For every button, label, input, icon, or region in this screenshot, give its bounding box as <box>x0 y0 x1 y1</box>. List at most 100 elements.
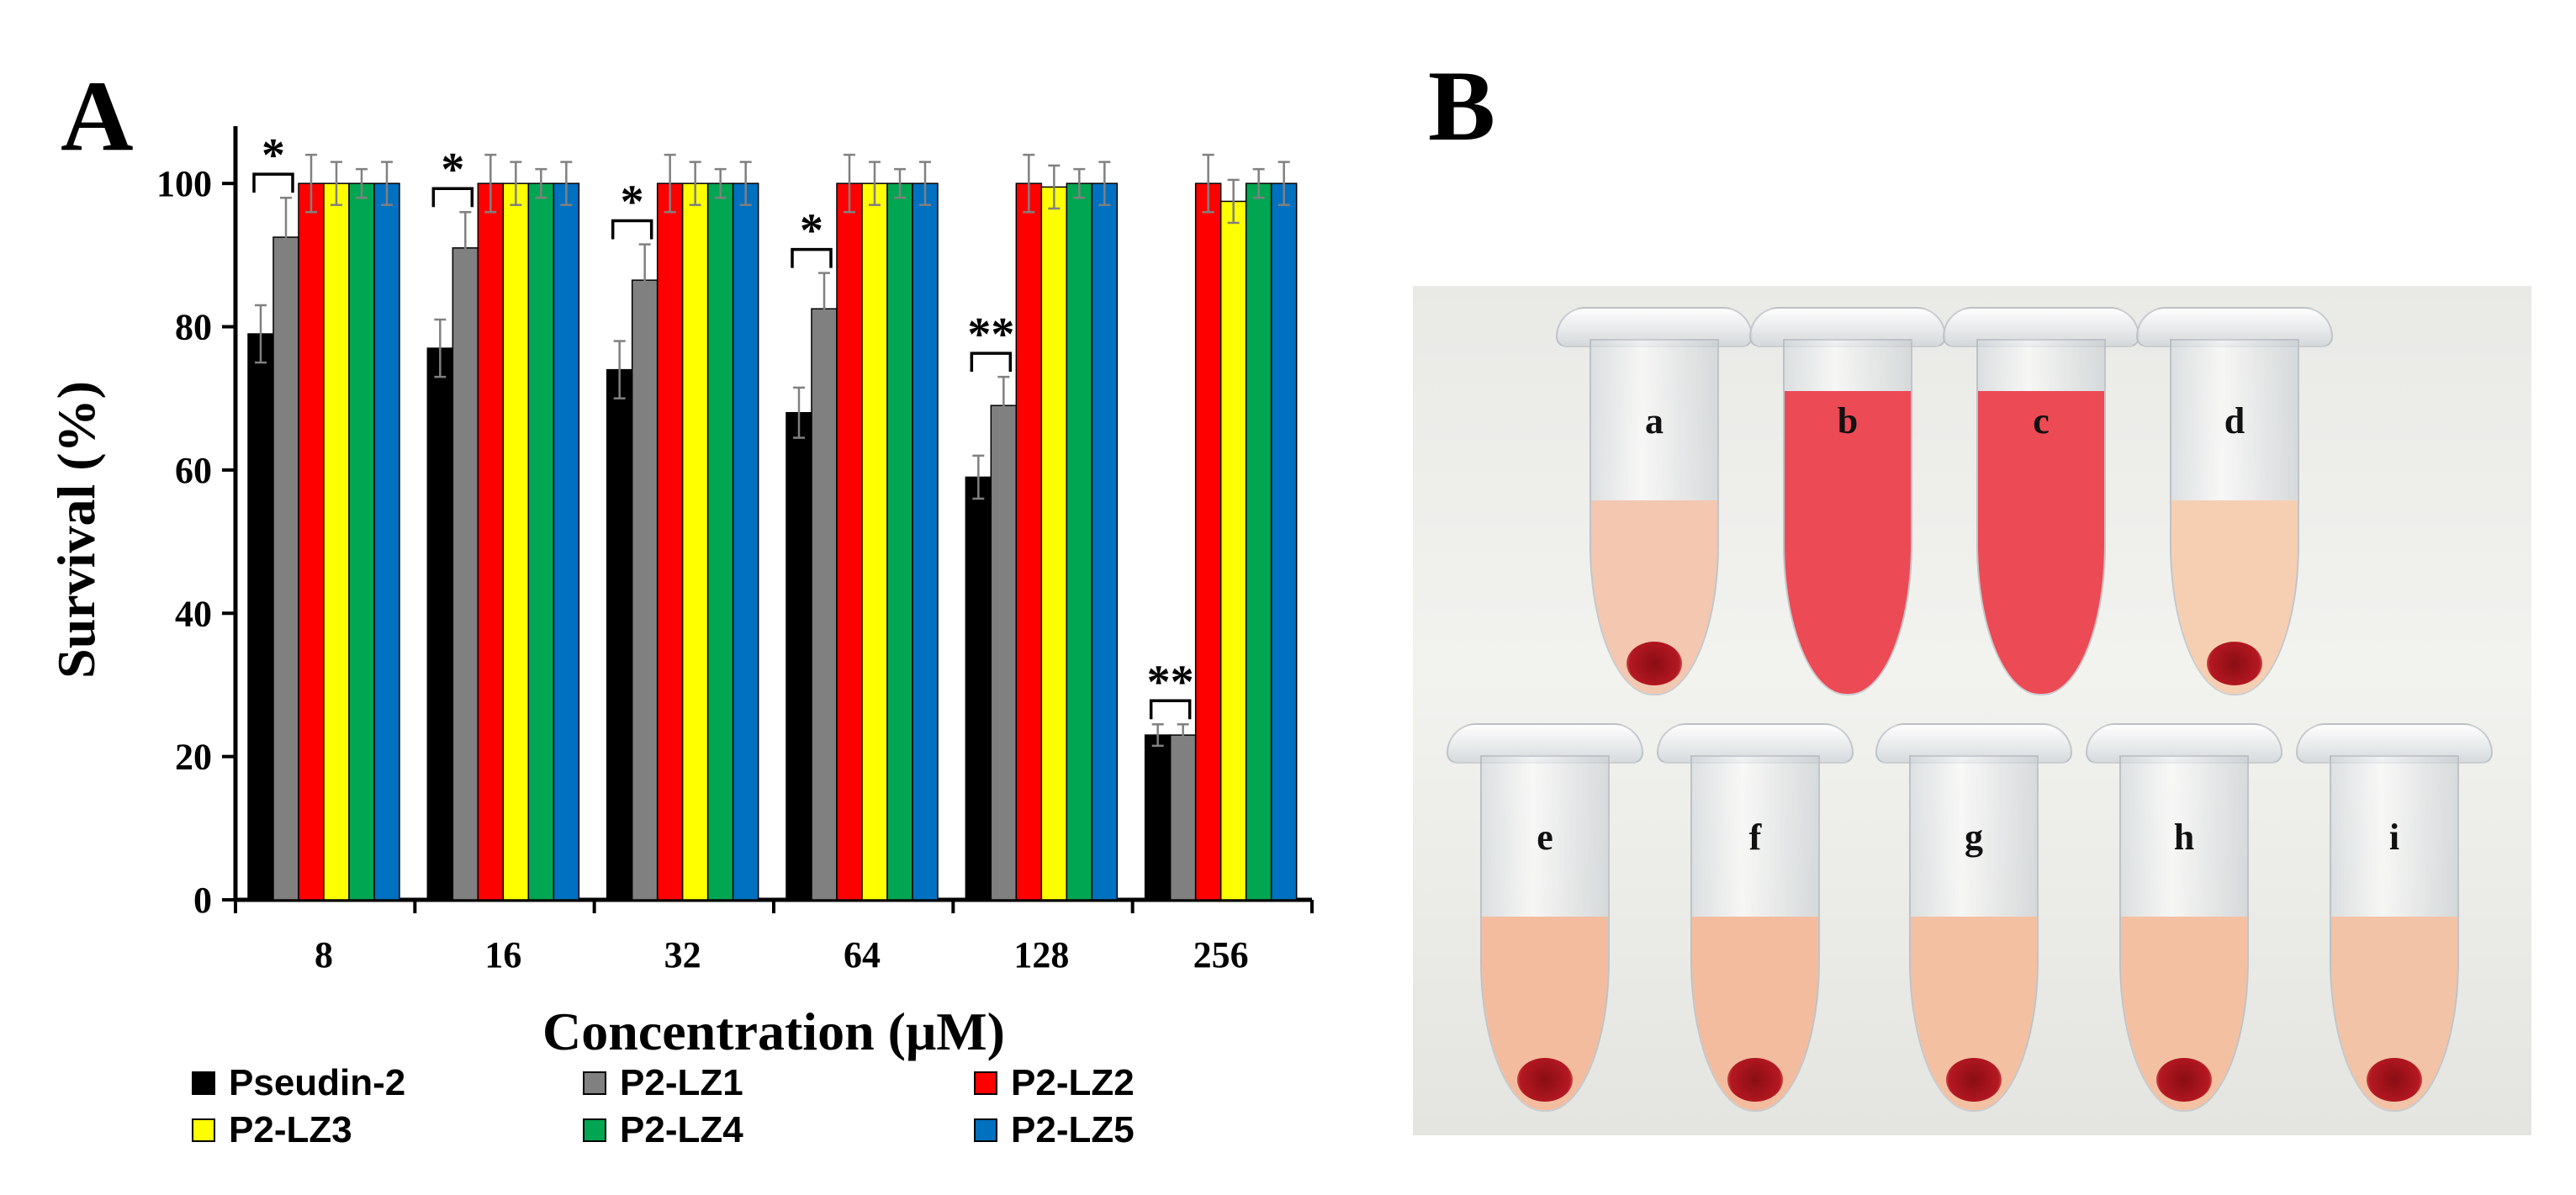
bar-p2-lz5-256 <box>1270 182 1298 901</box>
bar-p2-lz3-16 <box>502 182 530 901</box>
tube-body: a <box>1590 339 1719 695</box>
tube-body: c <box>1976 339 2106 695</box>
tube-g: g <box>1875 723 2072 1118</box>
x-tick-label: 16 <box>484 934 521 976</box>
y-tick-label: 40 <box>175 593 212 634</box>
tube-label: b <box>1837 400 1859 442</box>
legend-item: Pseudin-2 <box>192 1061 405 1105</box>
y-tick-label: 80 <box>175 307 212 348</box>
panel-a-letter: A <box>61 60 134 172</box>
bar-p2-lz1-64 <box>811 308 838 901</box>
legend-label: P2-LZ1 <box>620 1062 743 1103</box>
panel-b-letter: B <box>1428 50 1496 161</box>
tube-label: h <box>2173 817 2195 858</box>
tube-d: d <box>2136 307 2333 702</box>
legend-label: P2-LZ3 <box>229 1109 352 1150</box>
bar-p2-lz5-32 <box>732 182 759 901</box>
tube-label: f <box>1748 817 1762 858</box>
bar-p2-lz2-8 <box>298 182 325 901</box>
bar-p2-lz3-64 <box>861 182 888 901</box>
tube-body: i <box>2330 755 2459 1112</box>
tube-h: h <box>2086 723 2282 1118</box>
bar-p2-lz3-8 <box>323 182 350 901</box>
significance-bracket <box>970 352 1013 373</box>
x-tick-label: 256 <box>1193 934 1249 976</box>
bar-p2-lz5-128 <box>1091 182 1119 901</box>
y-tick-label: 100 <box>156 163 212 204</box>
tube-label: i <box>2388 817 2400 858</box>
bar-p2-lz1-256 <box>1169 734 1197 901</box>
x-tick-label: 128 <box>1013 934 1069 976</box>
legend-label: Pseudin-2 <box>229 1062 406 1103</box>
bar-pseudin-2-64 <box>785 411 812 901</box>
rbc-pellet <box>2367 1058 2422 1102</box>
significance-bracket <box>611 219 653 240</box>
significance-bracket <box>252 172 294 193</box>
significance-marker: * <box>621 177 644 229</box>
bar-p2-lz2-32 <box>656 182 684 901</box>
bar-p2-lz2-16 <box>477 182 505 901</box>
legend-swatch <box>583 1071 606 1095</box>
y-tick-label: 60 <box>175 450 212 491</box>
tube-body: d <box>2170 339 2299 695</box>
tube-body: b <box>1783 339 1912 695</box>
x-tick-label: 64 <box>844 934 881 976</box>
legend-swatch <box>583 1118 606 1142</box>
significance-marker: ** <box>967 309 1014 361</box>
bar-p2-lz4-64 <box>886 182 913 901</box>
bar-p2-lz2-64 <box>836 182 863 901</box>
rbc-pellet <box>1627 642 1682 685</box>
tube-label: g <box>1965 817 1983 858</box>
bar-p2-lz1-16 <box>452 247 479 901</box>
bar-p2-lz4-8 <box>348 182 375 901</box>
bar-p2-lz3-32 <box>681 182 709 901</box>
significance-bracket <box>791 247 833 268</box>
bar-p2-lz1-128 <box>990 405 1018 901</box>
tube-f: f <box>1657 723 1854 1118</box>
x-tick-label: 32 <box>664 934 701 976</box>
bar-p2-lz4-256 <box>1245 182 1272 901</box>
hemolysis-tube-photo: a b c d e f g h i <box>1413 286 2531 1135</box>
rbc-pellet <box>2207 642 2262 685</box>
tube-body: e <box>1480 755 1610 1112</box>
significance-marker: * <box>800 205 823 257</box>
bar-pseudin-2-128 <box>965 476 992 901</box>
tube-label: a <box>1645 400 1664 442</box>
bar-p2-lz4-128 <box>1066 182 1093 901</box>
tube-e: e <box>1447 723 1643 1118</box>
bar-p2-lz1-32 <box>631 279 659 901</box>
bar-p2-lz4-32 <box>706 182 734 901</box>
legend-swatch <box>974 1071 997 1095</box>
tube-body: h <box>2119 755 2249 1112</box>
significance-marker: * <box>441 144 464 196</box>
tube-i: i <box>2296 723 2493 1118</box>
legend-item: P2-LZ5 <box>974 1108 1135 1152</box>
tube-body: g <box>1909 755 2039 1112</box>
tube-label: e <box>1537 817 1553 858</box>
legend-item: P2-LZ4 <box>583 1108 743 1152</box>
legend-swatch <box>974 1118 997 1142</box>
bar-p2-lz2-256 <box>1194 182 1222 901</box>
tube-fluid <box>1978 391 2104 694</box>
significance-bracket <box>431 187 474 208</box>
significance-marker: * <box>262 130 285 182</box>
significance-bracket <box>1149 699 1192 720</box>
tube-fluid <box>1785 391 1911 694</box>
legend-item: P2-LZ3 <box>192 1108 352 1152</box>
rbc-pellet <box>1517 1058 1573 1102</box>
bar-pseudin-2-8 <box>247 333 274 901</box>
legend-swatch <box>192 1071 215 1095</box>
bar-pseudin-2-256 <box>1144 734 1172 901</box>
legend-label: P2-LZ2 <box>1011 1062 1135 1103</box>
bar-p2-lz2-128 <box>1015 182 1043 901</box>
x-tick-label: 8 <box>315 934 333 976</box>
legend-item: P2-LZ1 <box>583 1061 743 1105</box>
legend-label: P2-LZ5 <box>1011 1109 1135 1150</box>
bar-p2-lz5-16 <box>553 182 580 901</box>
tube-cap <box>1749 307 1946 347</box>
significance-marker: ** <box>1147 656 1194 708</box>
rbc-pellet <box>1946 1058 2002 1102</box>
bar-pseudin-2-16 <box>426 347 454 901</box>
tube-b: b <box>1749 307 1946 702</box>
